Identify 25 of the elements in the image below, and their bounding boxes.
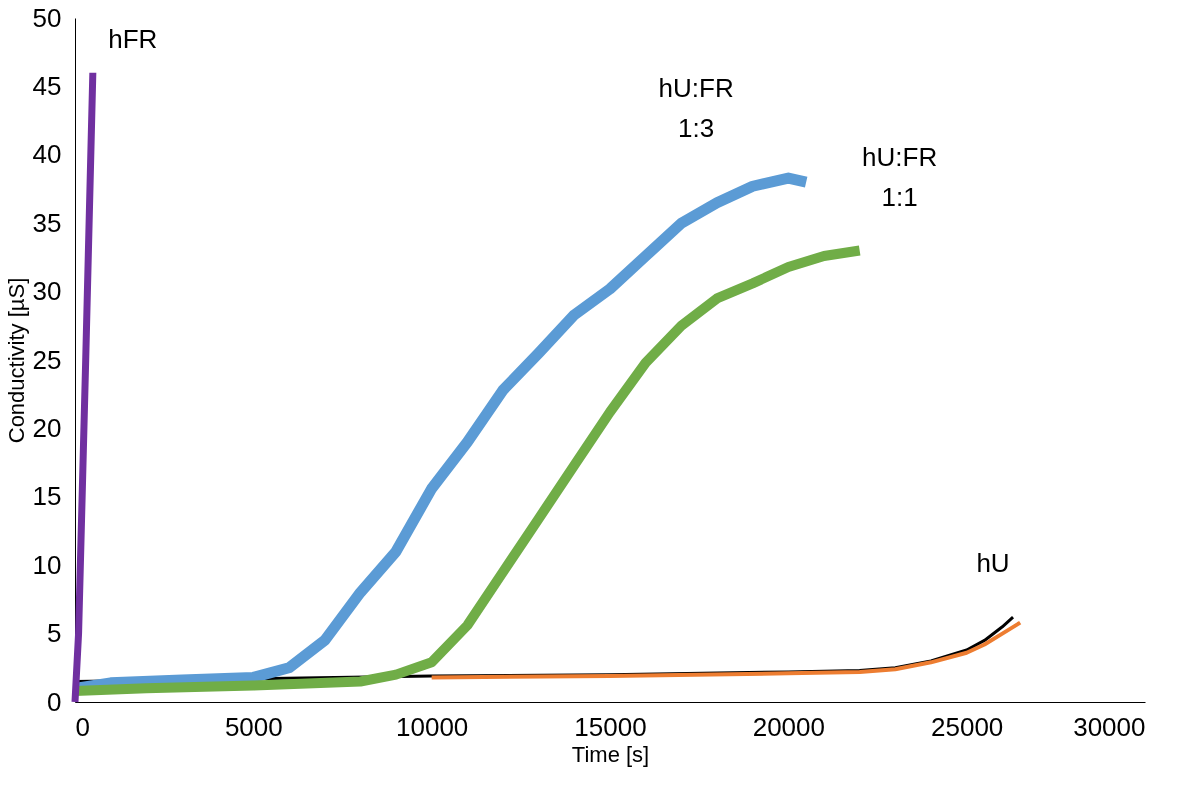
y-axis-title: Conductivity [µS] [3, 277, 29, 444]
y-tick-label: 30 [32, 276, 62, 307]
x-tick-label: 20000 [752, 711, 825, 742]
annotation: hU:FR 1:1 [862, 141, 938, 212]
y-tick-label: 35 [32, 207, 62, 238]
annotation: hFR [108, 23, 158, 54]
x-tick-label: 0 [75, 711, 90, 742]
y-tick-label: 50 [32, 2, 62, 33]
y-tick-label: 15 [32, 481, 62, 512]
y-tick-label: 40 [32, 139, 62, 170]
x-tick-label: 15000 [574, 711, 647, 742]
y-tick-label: 25 [32, 344, 62, 375]
x-tick-label: 5000 [224, 711, 283, 742]
annotation: hU:FR 1:3 [658, 73, 734, 144]
y-tick-label: 0 [47, 686, 62, 717]
y-tick-label: 45 [32, 70, 62, 101]
x-tick-label: 30000 [1073, 711, 1146, 742]
y-tick-label: 20 [32, 412, 62, 443]
y-tick-label: 10 [32, 549, 62, 580]
x-axis-title: Time [s] [571, 741, 650, 767]
line-series [429, 620, 1023, 680]
y-tick-label: 5 [47, 618, 62, 649]
annotation: hU [976, 548, 1010, 579]
x-tick-label: 10000 [396, 711, 469, 742]
x-tick-label: 25000 [931, 711, 1004, 742]
